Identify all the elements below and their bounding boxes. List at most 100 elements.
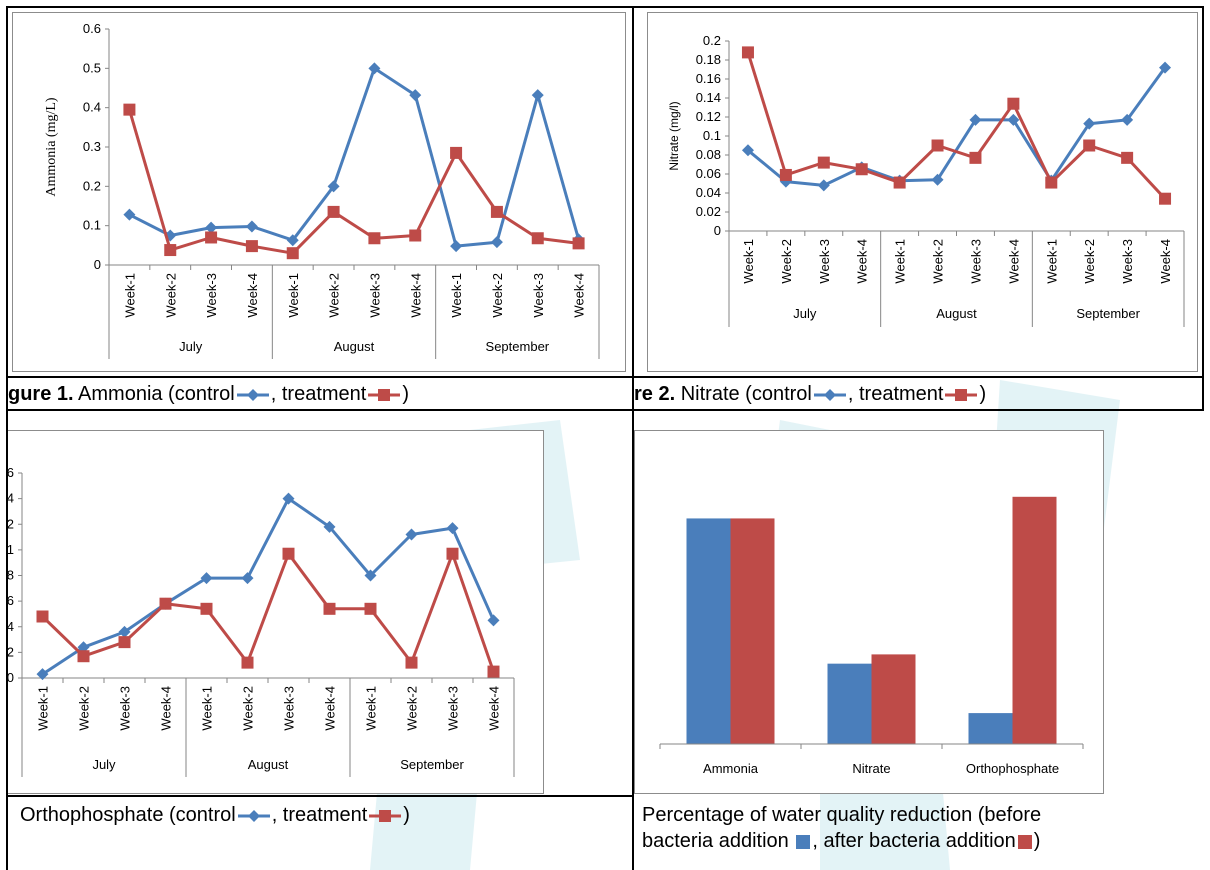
y-tick-label: 0.02 [696, 204, 721, 219]
x-tick-label: Week-2 [779, 239, 794, 284]
reduction-caption: Percentage of water quality reduction (b… [642, 803, 1041, 827]
y-tick-label: 0.06 [696, 166, 721, 181]
reduction-plot: Ammonia Nitrate Orthophosphate [659, 496, 1084, 776]
control-point [931, 173, 944, 186]
orthophosphate-plot: 0 2 4 6 8 1 2 4 6 Week-1 Week-2 Week-3 Week-4 Week-1 W… [8, 465, 515, 777]
x-tick-label: Week-1 [449, 273, 464, 318]
ammonia-caption: gure 1. Ammonia (control , treatment) [8, 382, 409, 406]
caption-mid: , treatment [270, 383, 367, 405]
x-group-label: August [334, 339, 375, 354]
table-border-top [6, 6, 1204, 8]
control-point [200, 572, 213, 585]
control-point [409, 89, 422, 102]
table-divider-row2 [6, 409, 1204, 411]
x-tick-label: Week-1 [364, 686, 379, 731]
before-bar [686, 518, 731, 744]
caption-text: Ammonia (control [73, 383, 235, 405]
x-tick-label: Week-3 [446, 686, 461, 731]
treatment-point [164, 244, 177, 257]
treatment-point [446, 547, 459, 560]
nitrate-caption: re 2. Nitrate (control , treatment) [634, 382, 986, 406]
treatment-point [241, 656, 254, 669]
y-tick-label: 0.2 [703, 33, 721, 48]
control-point [245, 220, 258, 233]
after-bar [1012, 496, 1057, 744]
treatment-point [572, 237, 585, 250]
x-tick-label: Week-2 [490, 273, 505, 318]
table-divider-row1 [6, 376, 1204, 378]
control-point [450, 240, 463, 253]
table-divider-vertical [632, 6, 634, 870]
x-tick-label: Week-1 [893, 239, 908, 284]
x-tick-label: Week-4 [408, 273, 423, 318]
treatment-point [77, 650, 90, 663]
y-axis-label: Nitrate (mg/l) [667, 101, 681, 170]
treatment-point [368, 232, 381, 245]
control-legend-icon [237, 809, 270, 822]
x-tick-label: Orthophosphate [966, 761, 1059, 776]
control-point [364, 569, 377, 582]
table-divider-row3 [6, 795, 634, 797]
x-tick-label: Nitrate [852, 761, 890, 776]
control-point [741, 144, 754, 157]
treatment-point [1121, 151, 1134, 164]
control-point [323, 520, 336, 533]
treatment-point [36, 610, 49, 623]
y-tick-label: 0.14 [696, 90, 721, 105]
control-point [1159, 61, 1172, 74]
x-tick-label: Week-3 [531, 273, 546, 318]
caption-end: ) [979, 383, 987, 405]
after-legend-icon [1017, 834, 1032, 849]
control-series-line [41, 497, 495, 676]
y-tick-label: 0 [8, 670, 14, 685]
caption-prefix: re 2. [634, 383, 676, 405]
control-point [490, 236, 503, 249]
control-point [118, 625, 131, 638]
y-tick-label: 0.04 [696, 185, 721, 200]
table-border-right [1202, 6, 1204, 410]
caption-line1: Percentage of water quality reduction (b… [642, 804, 1042, 826]
y-tick-label: 0 [94, 257, 101, 272]
treatment-point [159, 597, 172, 610]
x-tick-label: Week-4 [159, 686, 174, 731]
treatment-series-line [746, 51, 1167, 200]
orthophosphate-chart: 0 2 4 6 8 1 2 4 6 Week-1 Week-2 Week-3 Week-4 Week-1 W… [8, 430, 544, 794]
y-tick-label: 6 [8, 465, 14, 480]
treatment-series-line [127, 109, 579, 255]
x-tick-label: Week-2 [77, 686, 92, 731]
treatment-point [200, 602, 213, 615]
x-group-label: August [936, 306, 977, 321]
y-tick-label: 0.4 [83, 100, 101, 115]
nitrate-cell: 0 0.02 0.04 0.06 0.08 0.1 0.12 0.14 0.16 0.18 0.2 N… [634, 8, 1202, 376]
control-point [531, 89, 544, 102]
x-group-label: July [92, 757, 116, 772]
treatment-point [205, 231, 218, 244]
x-tick-label: Week-1 [36, 686, 51, 731]
y-tick-label: 0 [714, 223, 721, 238]
x-tick-label: Week-3 [204, 273, 219, 318]
treatment-point [1007, 97, 1020, 110]
treatment-legend-icon [369, 809, 402, 822]
reduction-chart: Ammonia Nitrate Orthophosphate [634, 430, 1104, 794]
treatment-point [490, 205, 503, 218]
y-tick-label: 6 [8, 593, 14, 608]
y-tick-label: 0.1 [83, 218, 101, 233]
y-tick-label: 2 [8, 516, 14, 531]
y-tick-label: 0.18 [696, 52, 721, 67]
ammonia-cell: 0 0.1 0.2 0.3 0.4 0.5 0.6 Ammonia (mg/L) Week-1 W… [8, 8, 632, 376]
treatment-series-line [41, 552, 495, 673]
reduction-cell: Ammonia Nitrate Orthophosphate [634, 410, 1202, 794]
x-group-label: September [486, 339, 550, 354]
y-tick-label: 0.12 [696, 109, 721, 124]
control-point [286, 234, 299, 247]
control-point [969, 113, 982, 126]
x-tick-label: Week-1 [200, 686, 215, 731]
x-tick-label: Week-2 [1082, 239, 1097, 284]
x-tick-label: Week-1 [1044, 239, 1059, 284]
x-tick-label: Week-4 [855, 239, 870, 284]
control-point [205, 221, 218, 234]
control-point [487, 614, 500, 627]
treatment-point [245, 240, 258, 253]
x-tick-label: Week-3 [282, 686, 297, 731]
x-tick-label: Week-1 [286, 273, 301, 318]
